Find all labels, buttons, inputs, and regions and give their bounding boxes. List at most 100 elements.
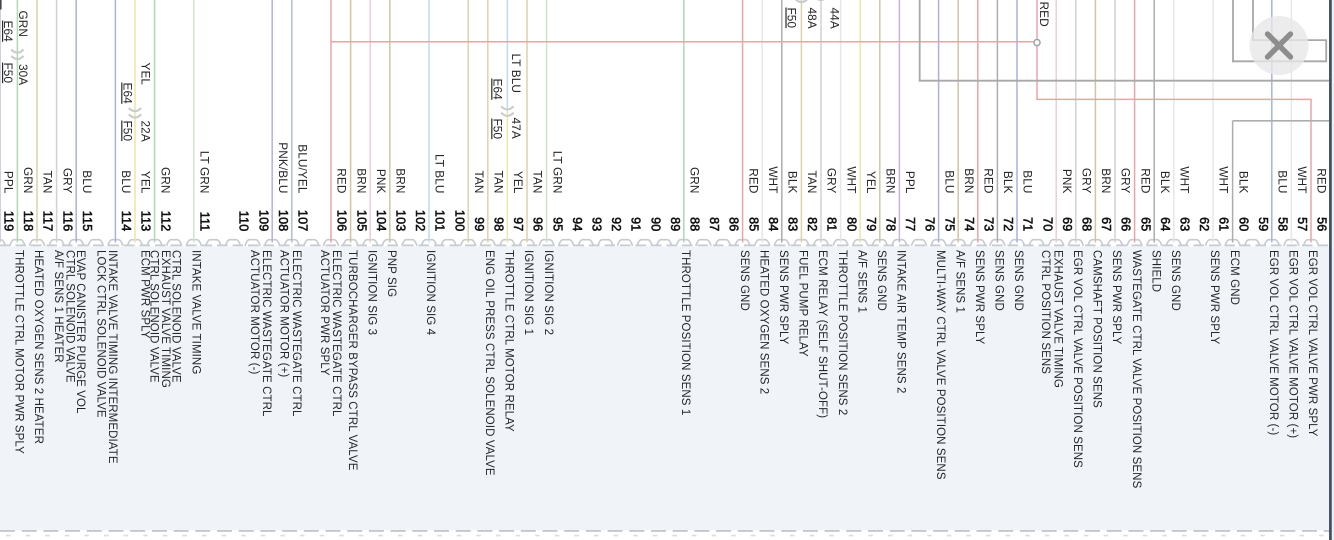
svg-text:WHT: WHT — [1178, 166, 1192, 193]
svg-text:101: 101 — [433, 210, 447, 232]
svg-text:GRN: GRN — [688, 167, 702, 194]
svg-text:TAN: TAN — [472, 170, 486, 193]
svg-text:85: 85 — [746, 217, 760, 231]
svg-text:96: 96 — [531, 217, 545, 231]
svg-text:YEL: YEL — [139, 63, 153, 86]
svg-text:88: 88 — [688, 217, 702, 231]
svg-text:RED: RED — [1037, 2, 1051, 27]
svg-text:BRN: BRN — [394, 168, 408, 193]
svg-text:99: 99 — [472, 217, 486, 231]
svg-text:69: 69 — [1060, 217, 1074, 231]
svg-text:70: 70 — [1040, 217, 1054, 231]
svg-text:WHT: WHT — [766, 166, 780, 193]
svg-text:E64: E64 — [1, 21, 15, 43]
svg-text:95: 95 — [550, 217, 564, 231]
svg-text:87: 87 — [707, 217, 721, 231]
svg-text:CAMSHAFT POSITION SENS: CAMSHAFT POSITION SENS — [1091, 250, 1103, 408]
svg-text:113: 113 — [139, 211, 153, 232]
svg-text:BLK: BLK — [1236, 171, 1250, 194]
svg-text:112: 112 — [158, 211, 172, 232]
svg-text:119: 119 — [2, 211, 16, 232]
svg-text:SENS GND: SENS GND — [993, 250, 1005, 311]
svg-text:EXHAUST VALVE TIMING: EXHAUST VALVE TIMING — [159, 250, 171, 388]
svg-text:PNK: PNK — [1060, 169, 1074, 194]
svg-text:BLU/YEL: BLU/YEL — [296, 144, 310, 194]
svg-text:BLU: BLU — [80, 170, 94, 193]
svg-text:A/F SENS 1 HEATER: A/F SENS 1 HEATER — [52, 250, 64, 363]
svg-text:79: 79 — [864, 217, 878, 231]
svg-text:61: 61 — [1217, 217, 1231, 231]
svg-text:64: 64 — [1158, 217, 1172, 231]
svg-text:EVAP CANISTER PURGE VOL: EVAP CANISTER PURGE VOL — [74, 250, 86, 414]
svg-text:59: 59 — [1256, 217, 1270, 231]
svg-text:73: 73 — [982, 217, 996, 231]
svg-text:SENS PWR SPLY: SENS PWR SPLY — [777, 250, 789, 345]
svg-text:117: 117 — [41, 211, 55, 232]
svg-text:83: 83 — [786, 217, 800, 231]
svg-text:RED: RED — [982, 168, 996, 193]
svg-text:RED: RED — [746, 168, 760, 193]
svg-text:115: 115 — [80, 211, 94, 232]
svg-text:BLU: BLU — [1021, 170, 1035, 193]
svg-text:F50: F50 — [1, 63, 15, 84]
svg-text:SENS PWR SPLY: SENS PWR SPLY — [973, 250, 985, 345]
svg-text:ELECTRIC WASTEGATE CTRL: ELECTRIC WASTEGATE CTRL — [330, 250, 342, 417]
svg-text:BLU: BLU — [942, 170, 956, 193]
svg-text:CTRL SOLENOID VALVE: CTRL SOLENOID VALVE — [170, 250, 182, 383]
svg-text:WASTEGATE CTRL VALVE POSITION: WASTEGATE CTRL VALVE POSITION SENS — [1130, 250, 1142, 489]
svg-text:FUEL PUMP RELAY: FUEL PUMP RELAY — [797, 250, 809, 357]
svg-text:30A: 30A — [16, 64, 30, 85]
svg-text:ENG OIL PRESS CTRL SOLENOID VA: ENG OIL PRESS CTRL SOLENOID VALVE — [483, 250, 495, 476]
svg-text:77: 77 — [903, 217, 917, 231]
svg-text:90: 90 — [648, 217, 662, 231]
svg-text:94: 94 — [570, 217, 584, 231]
svg-text:ECM GND: ECM GND — [1228, 250, 1240, 305]
svg-text:58: 58 — [1276, 217, 1290, 231]
svg-text:PNP SIG: PNP SIG — [385, 250, 397, 297]
svg-text:PPL: PPL — [2, 171, 16, 194]
svg-text:22A: 22A — [139, 121, 153, 142]
svg-text:SENS GND: SENS GND — [1169, 250, 1181, 311]
svg-text:EGR VOL CTRL VALVE PWR SPLY: EGR VOL CTRL VALVE PWR SPLY — [1306, 250, 1318, 437]
svg-text:ACTUATOR MOTOR (-): ACTUATOR MOTOR (-) — [248, 250, 260, 375]
svg-text:57: 57 — [1295, 217, 1309, 231]
svg-text:IGNITION SIG 2: IGNITION SIG 2 — [542, 250, 554, 335]
svg-text:80: 80 — [844, 217, 858, 231]
svg-text:78: 78 — [884, 217, 898, 231]
svg-text:ACTUATOR MOTOR (+): ACTUATOR MOTOR (+) — [278, 250, 290, 377]
svg-text:SENS PWR SPLY: SENS PWR SPLY — [1110, 250, 1122, 345]
svg-text:IGNITION SIG 1: IGNITION SIG 1 — [522, 250, 534, 335]
svg-text:93: 93 — [590, 217, 604, 231]
svg-text:HEATED OXYGEN SENS 2 HEATER: HEATED OXYGEN SENS 2 HEATER — [32, 250, 44, 444]
svg-text:ECM RELAY (SELF SHUT-OFF): ECM RELAY (SELF SHUT-OFF) — [816, 250, 828, 418]
svg-text:F50: F50 — [785, 8, 799, 29]
svg-text:EGR VOL CTRL VALVE MOTOR (+): EGR VOL CTRL VALVE MOTOR (+) — [1287, 250, 1299, 438]
svg-text:INTAKE VALVE TIMING: INTAKE VALVE TIMING — [190, 250, 202, 374]
svg-text:RED: RED — [1138, 168, 1152, 193]
svg-text:ECM PWR SPLY: ECM PWR SPLY — [138, 250, 150, 339]
svg-text:60: 60 — [1236, 217, 1250, 231]
svg-text:84: 84 — [766, 217, 780, 231]
svg-text:EGR VOL CTRL VALVE POSITION SE: EGR VOL CTRL VALVE POSITION SENS — [1071, 250, 1083, 468]
svg-text:YEL: YEL — [139, 171, 153, 194]
svg-text:GRN: GRN — [21, 167, 35, 194]
svg-text:67: 67 — [1099, 217, 1113, 231]
svg-text:GRY: GRY — [1080, 168, 1094, 194]
svg-text:48A: 48A — [805, 8, 819, 29]
svg-text:98: 98 — [492, 217, 506, 231]
svg-text:BRN: BRN — [884, 168, 898, 193]
svg-text:82: 82 — [805, 217, 819, 231]
svg-text:ELECTRIC WASTEGATE CTRL: ELECTRIC WASTEGATE CTRL — [290, 250, 302, 417]
svg-text:PPL: PPL — [903, 171, 917, 194]
svg-text:102: 102 — [413, 210, 427, 232]
svg-text:INTAKE AIR TEMP SENS 2: INTAKE AIR TEMP SENS 2 — [895, 250, 907, 393]
svg-text:PNK: PNK — [374, 169, 388, 194]
svg-text:103: 103 — [394, 210, 408, 232]
svg-text:110: 110 — [237, 211, 251, 232]
svg-text:BRN: BRN — [1099, 168, 1113, 193]
svg-text:SHIELD: SHIELD — [1149, 250, 1161, 292]
svg-text:IGNITION SIG 3: IGNITION SIG 3 — [365, 250, 377, 335]
svg-text:68: 68 — [1080, 217, 1094, 231]
svg-text:BLK: BLK — [786, 171, 800, 194]
svg-text:118: 118 — [21, 211, 35, 232]
